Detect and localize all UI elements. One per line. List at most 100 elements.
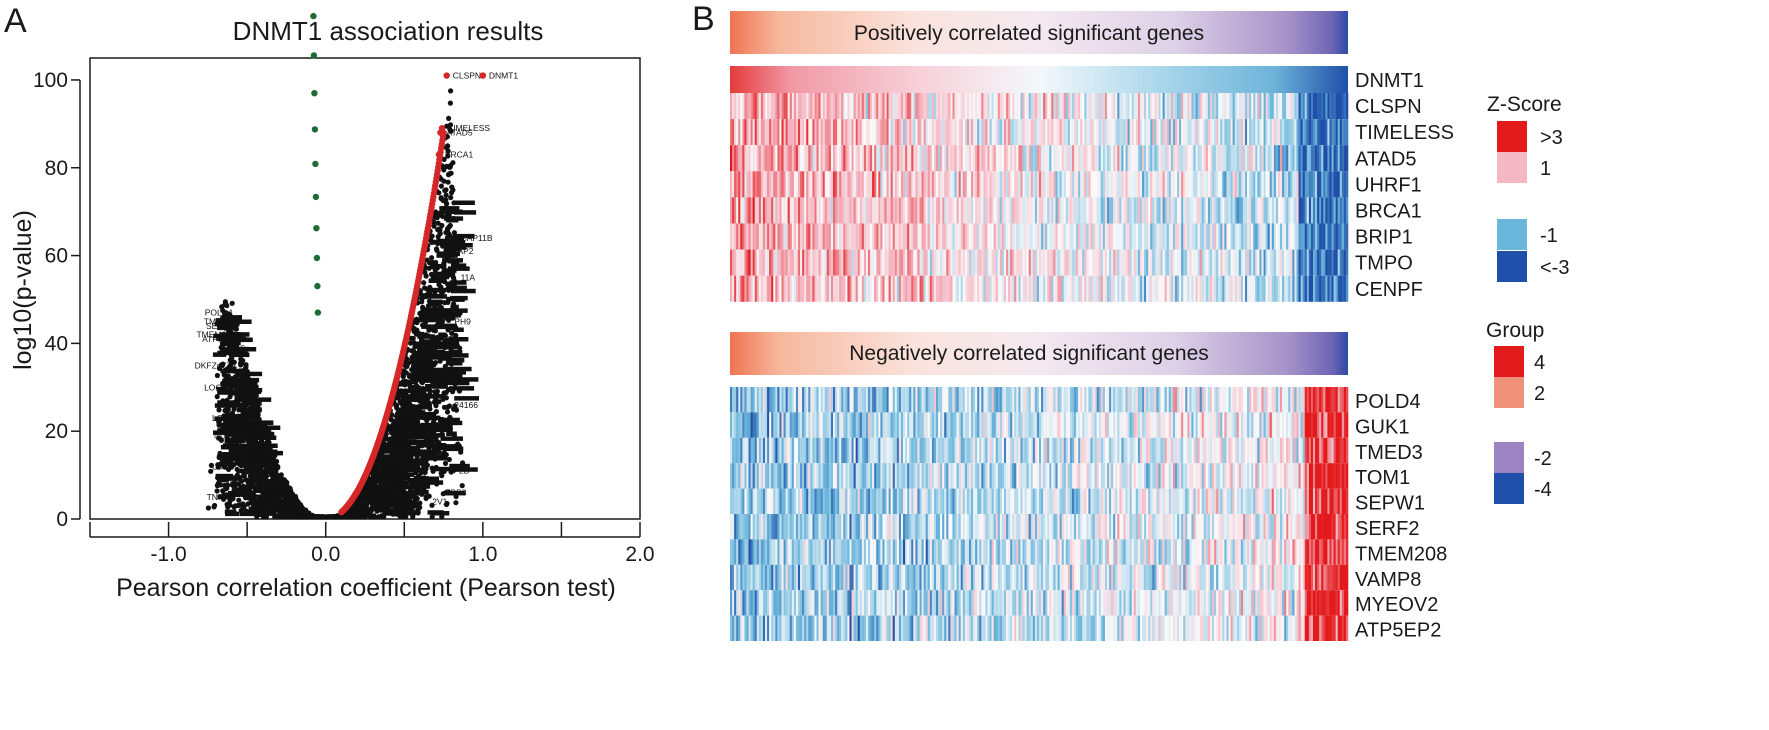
heatmap-cell: [966, 145, 970, 172]
heatmap-cell: [732, 93, 735, 120]
heatmap-cell: [927, 197, 931, 224]
heatmap-cell: [791, 197, 795, 224]
heatmap-cell: [863, 93, 867, 120]
heatmap-cell: [732, 197, 735, 224]
heatmap-cell: [781, 93, 784, 120]
heatmap-cell: [1209, 119, 1213, 146]
heatmap-cell: [1098, 119, 1102, 146]
heatmap-cell: [962, 145, 966, 172]
heatmap-cell: [940, 119, 943, 146]
heatmap-cell: [783, 119, 786, 146]
heatmap-cell: [845, 93, 848, 120]
heatmap-cell: [1142, 145, 1145, 172]
heatmap-cell: [1043, 171, 1046, 198]
heatmap-cell: [1109, 119, 1112, 146]
heatmap-cell: [1142, 171, 1145, 198]
heatmap-cell: [1065, 119, 1069, 146]
heatmap-cell: [1251, 119, 1254, 146]
heatmap-cell: [958, 197, 962, 224]
heatmap-cell: [1076, 119, 1079, 146]
heatmap-cell: [1197, 145, 1200, 172]
heatmap-cell: [1300, 171, 1303, 198]
heatmap-cell: [1255, 197, 1258, 224]
gene-point: [401, 368, 407, 374]
heatmap-cell: [995, 171, 999, 198]
heatmap-cell: [919, 197, 922, 224]
heatmap-cell: [1102, 93, 1106, 120]
heatmap-cell: [931, 171, 935, 198]
heatmap-cell: [1148, 197, 1151, 224]
heatmap-cell: [1209, 197, 1213, 224]
heatmap-cell: [756, 145, 760, 172]
heatmap-cell: [936, 197, 939, 224]
heatmap-cell: [1067, 119, 1071, 146]
overplotted-label: [247, 392, 259, 398]
heatmap-cell: [919, 93, 922, 120]
heatmap-cell: [812, 93, 815, 120]
heatmap-cell: [857, 119, 861, 146]
heatmap-cell: [802, 197, 805, 224]
gene-point: [450, 160, 456, 166]
heatmap-cell: [1100, 197, 1104, 224]
heatmap-cell: [1321, 119, 1324, 146]
heatmap-cell: [843, 171, 846, 198]
heatmap-cell: [861, 93, 865, 120]
heatmap-cell: [1253, 93, 1256, 120]
heatmap-cell: [793, 119, 797, 146]
overplotted-label: [443, 309, 462, 315]
heatmap-cell: [837, 119, 840, 146]
heatmap-cell: [1238, 145, 1242, 172]
heatmap-cell: [1160, 197, 1163, 224]
gene-point: [446, 115, 452, 121]
heatmap-cell: [787, 197, 791, 224]
heatmap-cell: [756, 119, 760, 146]
heatmap-cell: [1273, 119, 1277, 146]
heatmap-cell: [1317, 171, 1320, 198]
heatmap-cell: [1232, 171, 1235, 198]
heatmap-cell: [806, 197, 809, 224]
heatmap-cell: [954, 119, 957, 146]
heatmap-cell: [898, 171, 902, 198]
heatmap-cell: [1199, 119, 1203, 146]
heatmap-cell: [1174, 145, 1178, 172]
heatmap-cell: [960, 119, 964, 146]
overplotted-label: [224, 438, 246, 444]
gene-point: [208, 462, 214, 468]
heatmap-cell: [888, 93, 891, 120]
heatmap-cell: [1172, 197, 1176, 224]
heatmap-cell: [898, 145, 902, 172]
heatmap-cell: [736, 93, 739, 120]
heatmap-cell: [919, 145, 922, 172]
heatmap-cell: [1006, 93, 1009, 120]
heatmap-cell: [989, 93, 992, 120]
overplotted-label: [225, 511, 240, 517]
heatmap-cell: [1045, 93, 1048, 120]
heatmap-cell: [1263, 145, 1266, 172]
heatmap-cell: [987, 171, 990, 198]
overplotted-label: [404, 379, 416, 384]
heatmap-cell: [964, 171, 968, 198]
heatmap-cell: [835, 171, 838, 198]
heatmap-cell: [1205, 93, 1209, 120]
heatmap-cell: [1065, 171, 1069, 198]
gene-point: [436, 399, 442, 405]
gene-point: [444, 409, 451, 415]
heatmap-cell: [923, 145, 926, 172]
heatmap-cell: [1020, 119, 1023, 146]
overplotted-label: [410, 489, 429, 495]
heatmap-cell: [1162, 171, 1165, 198]
heatmap-cell: [1106, 119, 1110, 146]
heatmap-cell: [1082, 93, 1085, 120]
heatmap-cell: [1327, 93, 1330, 120]
heatmap-cell: [762, 119, 766, 146]
heatmap-cell: [1234, 197, 1238, 224]
heatmap-cell: [921, 197, 924, 224]
heatmap-cell: [750, 171, 753, 198]
heatmap-cell: [1183, 93, 1186, 120]
heatmap-cell: [1238, 171, 1242, 198]
x-tick-label: 1.0: [468, 543, 497, 566]
heatmap-cell: [933, 145, 937, 172]
heatmap-cell: [822, 93, 826, 120]
heatmap-cell: [1265, 145, 1268, 172]
heatmap-cell: [1191, 145, 1194, 172]
